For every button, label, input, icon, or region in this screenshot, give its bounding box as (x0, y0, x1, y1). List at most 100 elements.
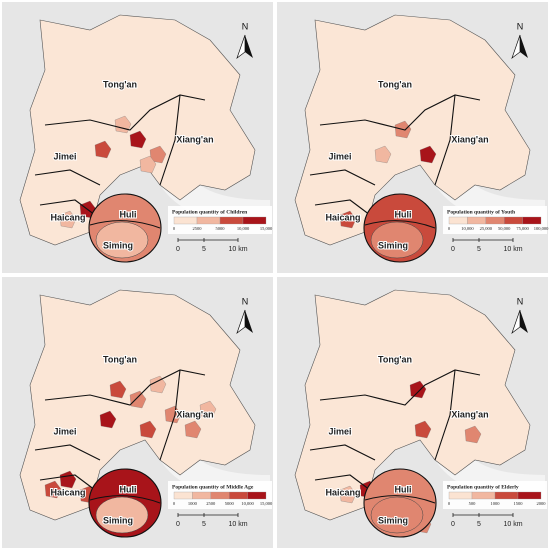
island-border (89, 220, 161, 229)
north-arrow-half (236, 34, 246, 59)
legend-tick-label: 2000 (537, 501, 547, 506)
district-border (159, 94, 181, 186)
scale-bar (452, 238, 514, 242)
legend-tick-label: 75,000 (516, 226, 529, 232)
island-inner (370, 221, 424, 259)
scale-bar (452, 513, 514, 517)
legend-swatch (229, 491, 248, 500)
legend-swatch (448, 491, 473, 500)
scale-label: 0 (451, 521, 455, 528)
district-border (34, 169, 101, 186)
district-border (309, 444, 376, 461)
district-label: Xiang'an (176, 409, 213, 419)
subdistrict-fill (59, 210, 77, 229)
north-label: N (517, 21, 524, 31)
subdistrict-fill (339, 210, 357, 229)
district-label: Siming (378, 240, 408, 250)
north-arrow (520, 35, 528, 58)
legend-tick-label: 0 (448, 501, 451, 506)
north-arrow (245, 35, 253, 58)
island-border (364, 495, 436, 504)
legend-swatch (471, 491, 496, 500)
legend-swatch (247, 491, 267, 500)
district-border (44, 94, 206, 131)
legend-tick-label: 0 (448, 226, 451, 231)
legend-title: Population quantity of Middle Age (172, 484, 254, 490)
district-label: Xiang'an (451, 134, 488, 144)
district-border (309, 169, 376, 186)
mainland (19, 14, 256, 246)
subdistrict-fill (419, 145, 437, 164)
legend-swatch (210, 491, 230, 500)
subdistrict-fill (184, 420, 202, 439)
legend-tick-label: 10,000 (461, 226, 474, 232)
scale-bar (177, 513, 239, 517)
legend-swatch (242, 216, 267, 225)
district-label: Haicang (325, 212, 360, 222)
legend-tick-label: 5000 (216, 226, 226, 231)
subdistrict-fill (409, 380, 427, 399)
district-border (39, 474, 96, 491)
legend-tick-label: 5000 (225, 501, 235, 506)
island-inner (95, 221, 149, 259)
map-panel: Tong'an Xiang'an Jimei Haicang Huli Siming Pop… (2, 277, 273, 548)
subdistrict-fill (199, 400, 217, 419)
district-label: Siming (103, 240, 133, 250)
north-arrow-half (236, 309, 246, 334)
legend-tick-label: 0 (173, 226, 176, 231)
district-label: Huli (120, 209, 137, 219)
legend-swatch (173, 216, 198, 225)
subdistrict-fill (164, 405, 182, 424)
island-inner (95, 496, 149, 534)
map-panel: Tong'an Xiang'an Jimei Haicang Huli Siming Pop… (277, 2, 549, 273)
legend-title: Population quantity of Children (172, 209, 247, 215)
district-label: Huli (395, 484, 412, 494)
mainland (294, 14, 531, 246)
district-border (434, 369, 456, 461)
subdistrict-fill (139, 155, 157, 174)
district-border (314, 199, 371, 216)
legend-tick-label: 0 (173, 501, 176, 506)
legend-tick-label: 2500 (206, 501, 216, 506)
legend-tick-label: 15,000 (260, 226, 273, 232)
district-label: Tong'an (103, 79, 137, 89)
north-arrow (520, 310, 528, 333)
north-label: N (242, 296, 249, 306)
north-label: N (517, 296, 524, 306)
legend-swatch (467, 216, 486, 225)
legend-tick-label: 15,000 (260, 501, 273, 507)
district-label: Jimei (53, 151, 76, 161)
scale-label: 5 (477, 521, 481, 528)
district-label: Jimei (53, 426, 76, 436)
north-arrow-half (511, 309, 521, 334)
district-label: Jimei (328, 151, 351, 161)
district-label: Haicang (50, 212, 85, 222)
subdistrict-fill (139, 420, 157, 439)
legend-swatch (173, 491, 193, 500)
subdistrict-fill (464, 425, 482, 444)
legend-tick-label: 2500 (193, 226, 203, 231)
district-border (39, 199, 96, 216)
subdistrict-fill (44, 480, 62, 499)
scale-label: 5 (202, 246, 206, 253)
district-border (319, 94, 481, 131)
legend-swatch (192, 491, 211, 500)
map-panel: Tong'an Xiang'an Jimei Haicang Huli Siming Pop… (2, 2, 273, 273)
district-label: Tong'an (378, 79, 412, 89)
legend-swatch (448, 216, 468, 225)
scale-label: 0 (176, 246, 180, 253)
legend-tick-label: 10,000 (241, 501, 254, 507)
scale-label: 5 (477, 246, 481, 253)
district-label: Huli (120, 484, 137, 494)
legend-swatch (494, 491, 519, 500)
district-border (434, 94, 456, 186)
legend-tick-label: 1500 (514, 501, 524, 506)
scale-label: 0 (451, 246, 455, 253)
scale-label: 10 km (503, 521, 522, 528)
district-label: Haicang (325, 487, 360, 497)
legend-title: Population quantity of Youth (447, 209, 515, 215)
legend-tick-label: 25,000 (480, 226, 493, 232)
subdistrict-fill (94, 140, 112, 159)
district-label: Siming (378, 515, 408, 525)
